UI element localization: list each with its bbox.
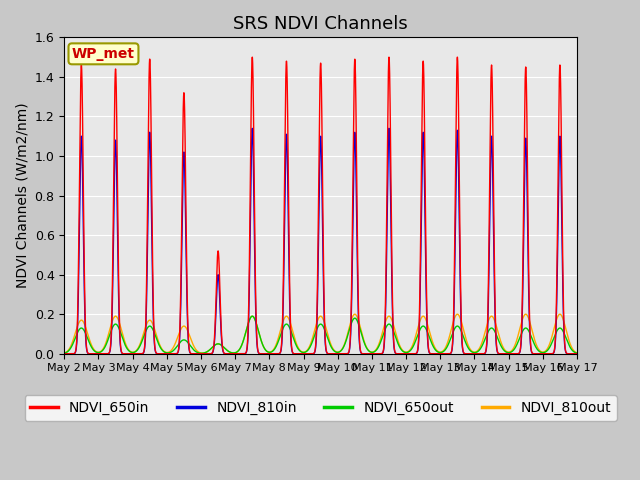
Text: WP_met: WP_met [72, 47, 135, 61]
NDVI_810in [573, 351, 581, 357]
Title: SRS NDVI Channels: SRS NDVI Channels [233, 15, 408, 33]
NDVI_650in [524, 150, 531, 156]
Line: NDVI_650in: NDVI_650in [64, 57, 577, 354]
NDVI_650in [546, 351, 554, 357]
NDVI_650out [122, 343, 129, 349]
NDVI_650in [60, 351, 68, 357]
NDVI_810in [385, 125, 393, 131]
NDVI_810out [546, 340, 554, 346]
NDVI_650in [122, 351, 129, 357]
NDVI_810in [257, 351, 264, 357]
Line: NDVI_810out: NDVI_810out [64, 314, 577, 353]
NDVI_650out [60, 350, 68, 356]
NDVI_810in [122, 351, 129, 357]
NDVI_650in [573, 351, 581, 357]
NDVI_650in [526, 320, 534, 326]
NDVI_810out [381, 320, 389, 325]
NDVI_650out [257, 336, 265, 342]
NDVI_650out [573, 350, 581, 356]
NDVI_810in [524, 200, 531, 205]
NDVI_810in [526, 328, 534, 334]
NDVI_650out [248, 313, 256, 319]
NDVI_650in [257, 351, 264, 357]
NDVI_650out [381, 326, 389, 332]
NDVI_810out [556, 312, 564, 317]
NDVI_810in [546, 351, 554, 357]
NDVI_650out [546, 344, 554, 349]
NDVI_810in [60, 351, 68, 357]
NDVI_810out [526, 319, 534, 324]
NDVI_650in [454, 54, 461, 60]
NDVI_810out [524, 312, 531, 318]
NDVI_650out [526, 330, 534, 336]
NDVI_650in [381, 317, 389, 323]
NDVI_810out [122, 341, 129, 347]
Y-axis label: NDVI Channels (W/m2/nm): NDVI Channels (W/m2/nm) [15, 103, 29, 288]
NDVI_810out [257, 336, 264, 342]
NDVI_810out [573, 350, 581, 356]
NDVI_810in [381, 325, 389, 331]
NDVI_810out [60, 350, 68, 356]
NDVI_810out [198, 350, 206, 356]
NDVI_650out [524, 326, 531, 332]
Line: NDVI_650out: NDVI_650out [64, 316, 577, 353]
NDVI_650out [198, 350, 205, 356]
Legend: NDVI_650in, NDVI_810in, NDVI_650out, NDVI_810out: NDVI_650in, NDVI_810in, NDVI_650out, NDV… [24, 396, 616, 421]
Line: NDVI_810in: NDVI_810in [64, 128, 577, 354]
